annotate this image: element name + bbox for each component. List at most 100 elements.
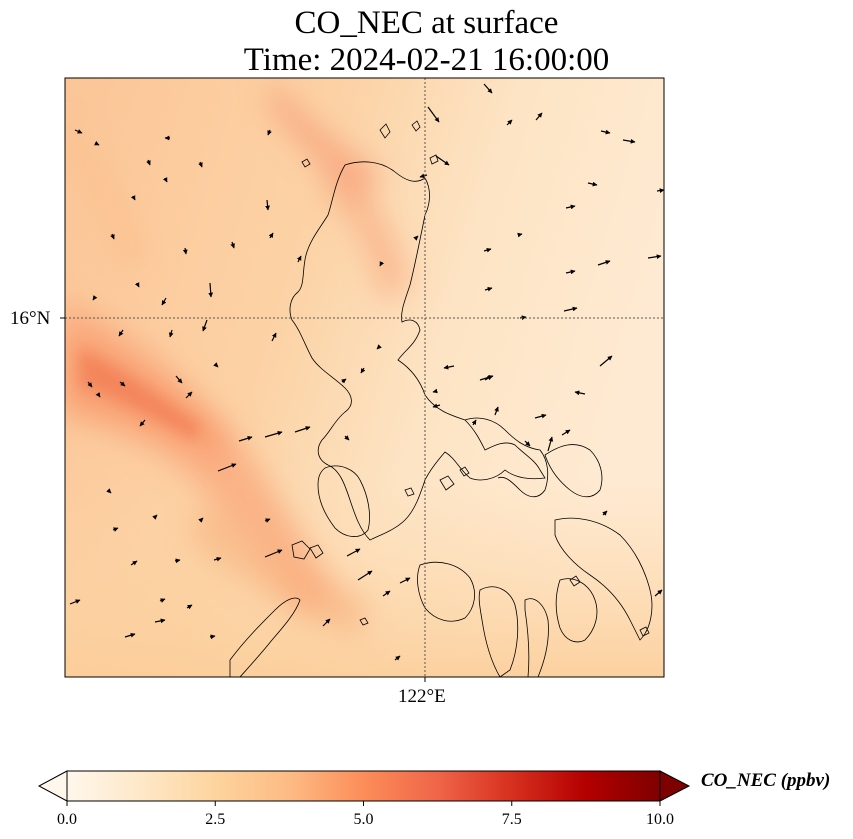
wind-arrow xyxy=(124,632,136,638)
wind-arrow xyxy=(139,419,146,427)
wind-arrow xyxy=(159,598,166,603)
latitude-tick-label: 16°N xyxy=(10,308,51,329)
wind-arrow xyxy=(118,329,124,337)
longitude-tick-label: 122°E xyxy=(398,686,446,707)
wind-arrow xyxy=(168,329,174,338)
wind-arrow xyxy=(87,381,93,388)
wind-arrow xyxy=(217,463,237,472)
wind-arrow xyxy=(600,129,611,135)
wind-arrow xyxy=(119,381,126,387)
wind-arrow xyxy=(565,204,576,210)
wind-arrow xyxy=(506,119,513,126)
wind-arrow xyxy=(535,112,543,121)
wind-arrow xyxy=(427,106,440,123)
wind-arrow xyxy=(413,235,419,241)
wind-arrow xyxy=(587,181,598,187)
wind-arrow xyxy=(483,83,493,94)
wind-arrow xyxy=(154,618,166,624)
wind-arrow xyxy=(322,618,331,627)
wind-arrow xyxy=(265,199,270,211)
wind-arrow xyxy=(186,604,193,610)
colorbar-tick-label: 2.5 xyxy=(205,811,226,828)
wind-arrow xyxy=(208,282,214,298)
wind-arrow xyxy=(563,306,578,312)
wind-arrow xyxy=(161,297,167,306)
colorbar xyxy=(37,770,691,806)
wind-arrow xyxy=(534,413,547,419)
wind-arrow xyxy=(376,344,382,350)
wind-arrow xyxy=(599,355,613,367)
map-frame xyxy=(64,77,665,678)
wind-arrow xyxy=(271,332,277,342)
wind-arrow xyxy=(152,514,158,520)
wind-arrow xyxy=(479,374,494,381)
colorbar-min-extension xyxy=(37,770,68,802)
coastline xyxy=(229,120,653,677)
wind-arrow xyxy=(106,488,112,494)
wind-arrow xyxy=(432,388,438,394)
wind-arrow xyxy=(198,161,203,168)
wind-arrow xyxy=(574,390,586,396)
wind-arrow xyxy=(134,282,140,288)
wind-arrow xyxy=(346,548,361,557)
wind-arrow xyxy=(435,155,450,166)
colorbar-tick-label: 5.0 xyxy=(353,811,374,828)
wind-arrow xyxy=(394,655,401,661)
wind-arrow xyxy=(267,129,272,136)
wind-arrow xyxy=(382,590,391,597)
wind-arrow xyxy=(296,255,302,263)
wind-arrow xyxy=(112,527,119,532)
wind-arrow xyxy=(264,549,283,558)
wind-arrow xyxy=(622,138,636,144)
wind-arrow xyxy=(341,378,347,384)
wind-arrow xyxy=(69,599,81,605)
wind-arrow xyxy=(524,440,531,447)
map-title-variable: CO_NEC at surface xyxy=(294,5,559,41)
wind-arrow xyxy=(230,241,235,249)
wind-arrow xyxy=(130,195,136,201)
wind-arrow xyxy=(517,232,523,238)
wind-arrow xyxy=(561,429,571,436)
wind-vector-field xyxy=(69,83,664,661)
wind-arrow xyxy=(379,261,385,267)
wind-arrow xyxy=(130,560,138,566)
wind-arrow xyxy=(268,232,274,239)
wind-arrow xyxy=(565,269,576,275)
colorbar-max-extension xyxy=(659,770,691,802)
wind-arrow xyxy=(94,140,100,146)
wind-arrow xyxy=(95,392,101,398)
wind-arrow xyxy=(597,260,611,266)
colorbar-body xyxy=(67,771,660,801)
colorbar-tick-label: 10.0 xyxy=(646,811,674,828)
wind-arrow xyxy=(483,247,492,253)
wind-arrow xyxy=(647,254,662,260)
wind-arrow xyxy=(357,570,373,581)
wind-arrow xyxy=(344,435,350,441)
wind-arrow xyxy=(174,558,181,564)
wind-arrow xyxy=(264,430,283,438)
colorbar-tick-label: 7.5 xyxy=(501,811,522,828)
wind-arrow xyxy=(654,589,663,597)
wind-arrow xyxy=(360,367,366,374)
wind-arrow xyxy=(213,556,222,562)
colorbar-tick-label: 0.0 xyxy=(57,811,77,828)
colorbar-label: CO_NEC (ppbv) xyxy=(701,770,831,791)
co-concentration-field xyxy=(65,78,664,677)
wind-arrow xyxy=(92,295,98,301)
wind-arrow xyxy=(198,517,204,523)
map-title-time: Time: 2024-02-21 16:00:00 xyxy=(243,42,610,78)
wind-arrow xyxy=(202,319,208,332)
wind-arrow xyxy=(110,233,115,240)
wind-arrow xyxy=(74,129,83,134)
wind-arrow xyxy=(146,159,151,166)
wind-arrow xyxy=(602,510,608,516)
wind-arrow xyxy=(264,518,271,523)
wind-arrow xyxy=(175,375,183,384)
wind-arrow xyxy=(432,403,441,409)
wind-arrow xyxy=(547,436,554,452)
wind-arrow xyxy=(162,177,168,183)
wind-arrow xyxy=(656,188,664,193)
wind-arrow xyxy=(209,634,216,640)
wind-arrow xyxy=(399,577,411,584)
